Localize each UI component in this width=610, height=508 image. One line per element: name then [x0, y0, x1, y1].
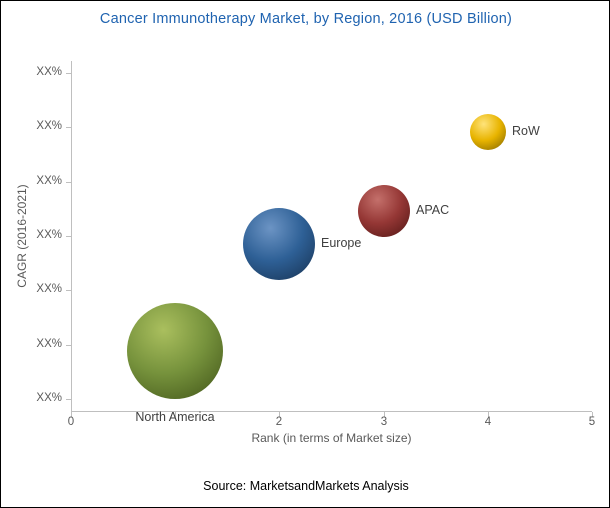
x-tick-label: 5 — [588, 416, 596, 428]
y-tick-label: XX% — [36, 175, 62, 187]
x-axis — [71, 411, 592, 412]
y-tick-mark — [66, 127, 71, 128]
bubble-europe — [243, 208, 315, 280]
y-tick-label: XX% — [36, 338, 62, 350]
y-tick-mark — [66, 345, 71, 346]
region-label-row: RoW — [512, 124, 540, 138]
x-tick-label: 3 — [380, 416, 388, 428]
x-tick-label: 4 — [484, 416, 492, 428]
bubble-row — [470, 114, 506, 150]
chart-title: Cancer Immunotherapy Market, by Region, … — [99, 11, 513, 27]
region-label-europe: Europe — [321, 236, 362, 250]
bubble-apac — [358, 185, 410, 237]
y-tick-mark — [66, 73, 71, 74]
y-tick-mark — [66, 399, 71, 400]
source-note: Source: MarketsandMarkets Analysis — [203, 479, 409, 493]
y-tick-label: XX% — [36, 283, 62, 295]
x-tick-mark — [71, 412, 72, 417]
y-tick-mark — [66, 236, 71, 237]
region-label-apac: APAC — [416, 203, 450, 217]
region-label-north-america: North America — [135, 410, 215, 424]
x-tick-label: 2 — [275, 416, 283, 428]
x-axis-title: Rank (in terms of Market size) — [251, 431, 412, 445]
x-tick-mark — [488, 412, 489, 417]
y-tick-label: XX% — [36, 229, 62, 241]
x-tick-mark — [384, 412, 385, 417]
x-tick-label: 0 — [67, 416, 75, 428]
y-tick-label: XX% — [36, 392, 62, 404]
y-tick-mark — [66, 182, 71, 183]
y-tick-mark — [66, 290, 71, 291]
y-tick-label: XX% — [36, 120, 62, 132]
x-tick-mark — [175, 412, 176, 417]
x-tick-mark — [592, 412, 593, 417]
y-tick-label: XX% — [36, 66, 62, 78]
x-tick-mark — [279, 412, 280, 417]
bubble-north-america — [127, 303, 223, 399]
y-axis — [71, 61, 72, 411]
